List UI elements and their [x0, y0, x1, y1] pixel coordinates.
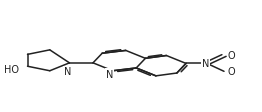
Text: N: N — [64, 67, 71, 77]
Text: O: O — [228, 51, 236, 61]
Text: HO: HO — [4, 65, 19, 74]
Text: O: O — [228, 67, 236, 77]
Text: N: N — [106, 69, 113, 79]
Text: N: N — [202, 59, 209, 69]
